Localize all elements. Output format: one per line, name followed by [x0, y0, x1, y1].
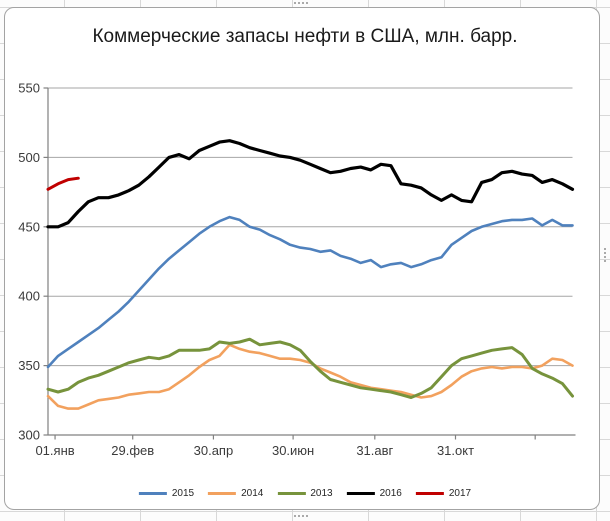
x-tick-label: 29.фев	[111, 443, 154, 458]
y-tick-label: 450	[18, 219, 40, 234]
legend-item-2015[interactable]: 2015	[138, 488, 195, 499]
legend-swatch-2015	[138, 492, 167, 495]
x-tick-label: 31.авг	[356, 443, 393, 458]
legend-swatch-2014	[208, 492, 237, 495]
legend-item-2014[interactable]: 2014	[208, 488, 263, 499]
y-tick-label: 550	[18, 81, 40, 96]
x-tick-label: 30.апр	[194, 443, 234, 458]
chart-legend: 2015 2014 2013 2016 2017	[138, 488, 472, 499]
selection-handle-dots[interactable]	[604, 248, 606, 262]
chart-title[interactable]: Коммерческие запасы нефти в США, млн. ба…	[92, 26, 518, 47]
series-line-2016[interactable]	[46, 139, 575, 229]
legend-swatch-2016	[346, 492, 375, 495]
y-tick-label: 350	[18, 358, 40, 373]
legend-item-2017[interactable]: 2017	[415, 488, 472, 499]
legend-label: 2014	[241, 488, 264, 499]
legend-swatch-2013	[277, 492, 306, 495]
legend-label: 2013	[310, 488, 333, 499]
x-tick-label: 31.окт	[437, 443, 474, 458]
x-tick-label: 30.июн	[272, 443, 314, 458]
series-line-2015[interactable]	[46, 215, 574, 369]
y-tick-label: 300	[18, 428, 40, 443]
legend-item-2013[interactable]: 2013	[277, 488, 333, 499]
series-line-2013[interactable]	[46, 337, 574, 399]
x-tick-label: 01.янв	[35, 443, 74, 458]
legend-item-2016[interactable]: 2016	[346, 488, 402, 499]
series-line-2014[interactable]	[46, 343, 574, 410]
legend-label: 2016	[379, 488, 402, 499]
legend-label: 2015	[171, 488, 195, 499]
chart-panel[interactable]	[4, 7, 600, 510]
y-tick-label: 500	[18, 150, 40, 165]
series-line-2017[interactable]	[46, 176, 80, 191]
selection-handle-dots[interactable]	[294, 2, 308, 4]
selection-handle-dots[interactable]	[294, 515, 308, 517]
legend-swatch-2017	[415, 492, 444, 495]
legend-label: 2017	[448, 488, 472, 499]
y-tick-label: 400	[18, 289, 40, 304]
